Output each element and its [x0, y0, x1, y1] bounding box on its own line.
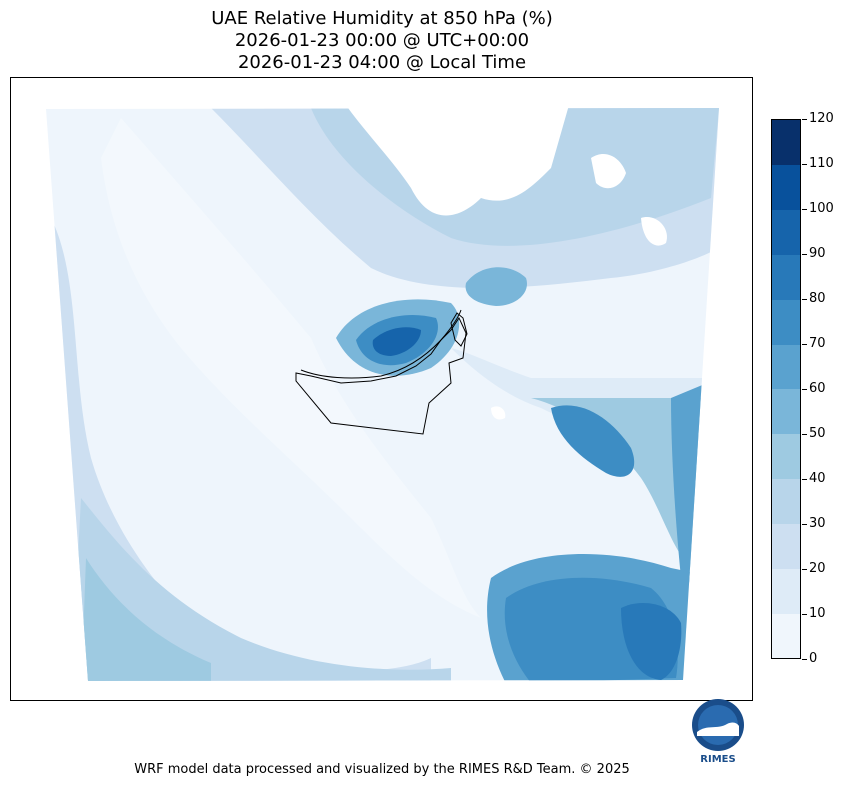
colorbar-segment	[772, 523, 800, 569]
credit-footer: WRF model data processed and visualized …	[134, 762, 630, 777]
map-panel: RIMES	[10, 77, 753, 765]
colorbar-tick-label: 10	[809, 606, 826, 621]
colorbar-tick-label: 90	[809, 246, 826, 261]
colorbar-segment	[772, 299, 800, 345]
map-subtitle-utc: 2026-01-23 00:00 @ UTC+00:00	[234, 30, 530, 51]
colorbar-tick	[802, 389, 807, 390]
colorbar-tick-label: 20	[809, 561, 826, 576]
uae-coastline	[300, 309, 462, 379]
colorbar-tick	[802, 614, 807, 615]
humidity-mass-southeast-core	[621, 603, 682, 680]
no-data-patch-3	[491, 406, 506, 420]
humidity-region-west	[51, 218, 431, 681]
colorbar-tick-label: 0	[809, 651, 818, 666]
rimes-logo-icon	[692, 699, 744, 751]
colorbar-tick-label: 120	[809, 111, 834, 126]
map-subtitle-local: 2026-01-23 04:00 @ Local Time	[237, 52, 527, 73]
musandam-boundary	[450, 312, 468, 347]
colorbar-tick-label: 100	[809, 201, 834, 216]
colorbar-tick	[802, 659, 807, 660]
rimes-logo: RIMES	[687, 696, 749, 768]
colorbar-segment	[772, 478, 800, 524]
colorbar	[771, 119, 801, 659]
colorbar-segment	[772, 120, 800, 166]
colorbar-segment	[772, 568, 800, 614]
colorbar-tick-label: 70	[809, 336, 826, 351]
colorbar-tick	[802, 119, 807, 120]
humidity-map	[46, 98, 719, 681]
colorbar-tick-label: 60	[809, 381, 826, 396]
no-data-patch-2	[641, 217, 667, 246]
colorbar-segment	[772, 389, 800, 435]
colorbar-segment	[772, 164, 800, 211]
colorbar-tick-label: 50	[809, 426, 826, 441]
colorbar-tick	[802, 209, 807, 210]
uae-boundary	[295, 316, 467, 435]
colorbar-segment	[772, 613, 800, 659]
colorbar-tick-label: 80	[809, 291, 826, 306]
colorbar-segment	[772, 433, 800, 480]
humidity-core-east	[551, 405, 635, 477]
colorbar-segment	[772, 209, 800, 255]
humidity-region-southwest-2	[81, 558, 211, 681]
no-data-patch-1	[591, 153, 626, 189]
colorbar-tick	[802, 299, 807, 300]
colorbar-segment	[772, 344, 800, 390]
colorbar-tick	[802, 524, 807, 525]
colorbar-tick	[802, 254, 807, 255]
colorbar-tick-label: 40	[809, 471, 826, 486]
map-title: UAE Relative Humidity at 850 hPa (%)	[211, 8, 553, 29]
colorbar-segment	[772, 254, 800, 300]
humidity-core-gulf-center	[372, 327, 421, 356]
colorbar-tick-label: 30	[809, 516, 826, 531]
colorbar-tick	[802, 434, 807, 435]
rimes-logo-text: RIMES	[700, 754, 736, 765]
colorbar-tick-label: 110	[809, 156, 834, 171]
colorbar-tick	[802, 569, 807, 570]
humidity-blob-northeast	[465, 267, 527, 306]
humidity-dry-interior	[101, 118, 481, 618]
colorbar-tick	[802, 344, 807, 345]
no-data-zagros	[296, 98, 571, 216]
colorbar-tick	[802, 164, 807, 165]
colorbar-tick	[802, 479, 807, 480]
